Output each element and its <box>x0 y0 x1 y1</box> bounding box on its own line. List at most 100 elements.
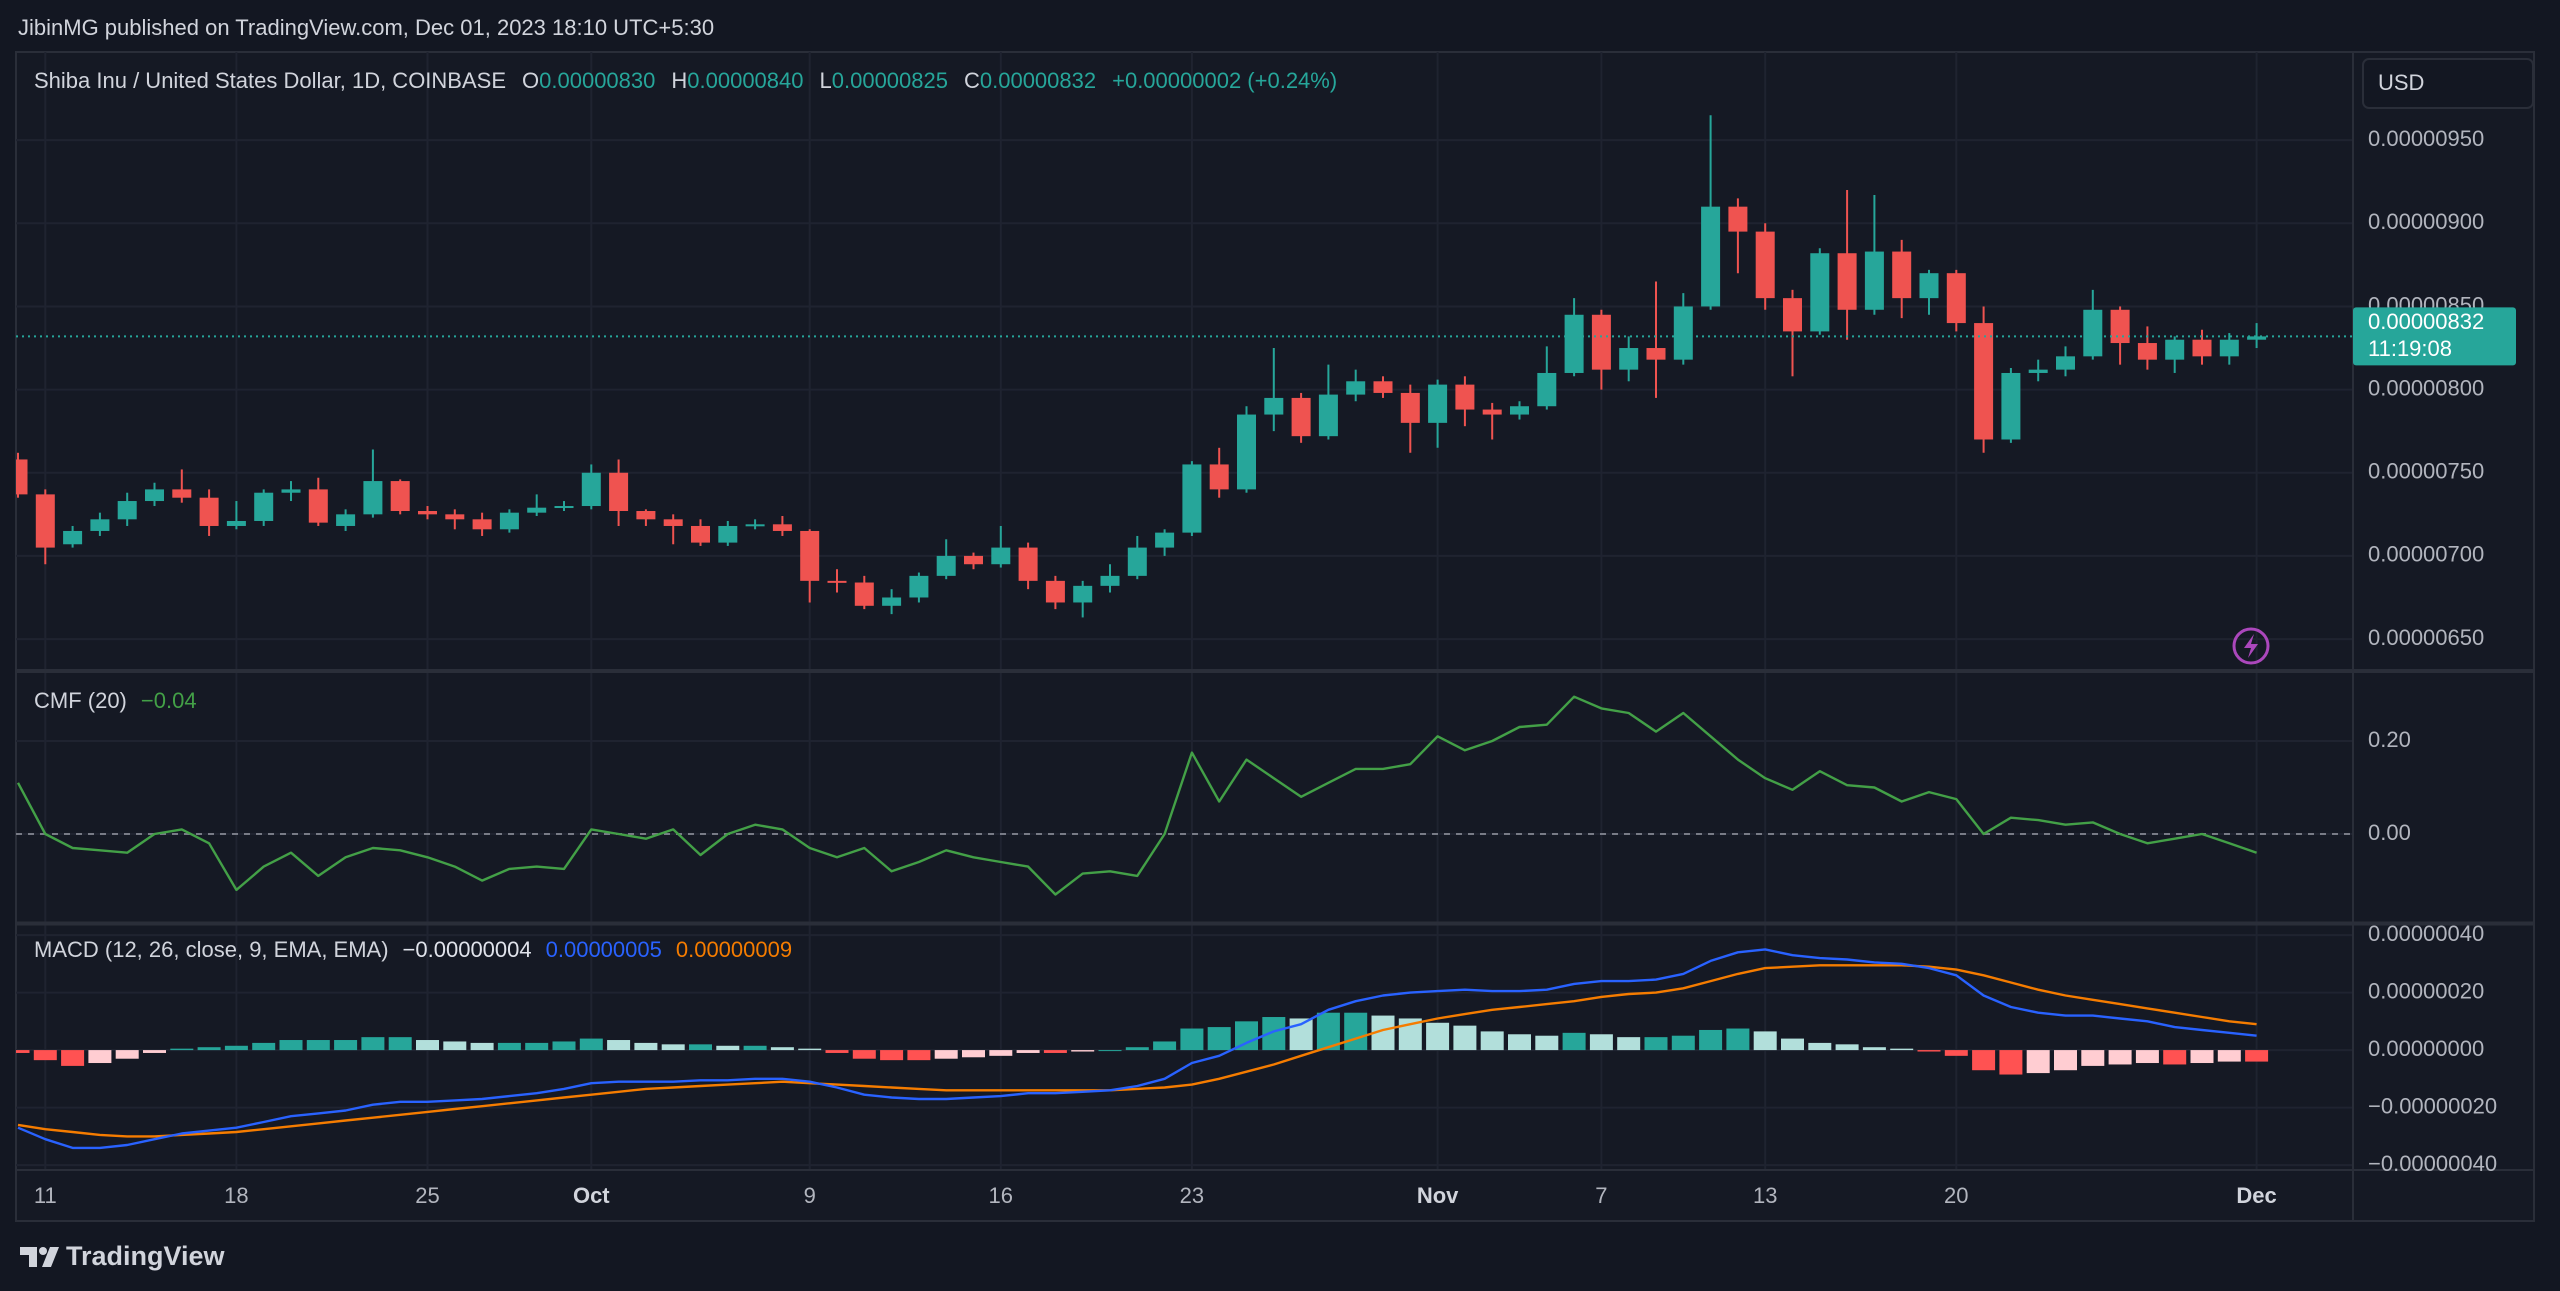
last-price-box <box>2353 307 2516 366</box>
histogram-bar <box>798 1048 822 1051</box>
candle-body <box>445 514 465 520</box>
histogram-bar <box>1890 1048 1914 1051</box>
histogram-bar <box>1262 1017 1286 1051</box>
candle-body <box>2028 369 2048 373</box>
macd-pane <box>16 948 2269 1150</box>
candle-body <box>554 506 574 509</box>
candle-body <box>1237 414 1256 490</box>
logo-t <box>20 1247 37 1267</box>
y-tick-label: −0.00000020 <box>2368 1093 2497 1118</box>
histogram-bar <box>470 1042 494 1051</box>
histogram-bar <box>1535 1035 1559 1051</box>
y-tick-label: 0.00000750 <box>2368 459 2484 484</box>
histogram-bar <box>2163 1050 2187 1065</box>
grid <box>16 52 2353 1170</box>
histogram-bar <box>2135 1050 2159 1064</box>
candle-body <box>1537 372 1557 407</box>
x-tick-label: 20 <box>1944 1183 1968 1208</box>
x-tick-label: 9 <box>804 1183 816 1208</box>
candle-body <box>991 547 1011 565</box>
candle-body <box>1646 348 1666 360</box>
legend-text: 0.00000005 <box>546 937 662 962</box>
legend-text: CMF (20) <box>34 688 127 713</box>
histogram-bar <box>1453 1025 1477 1051</box>
candle-body <box>418 511 437 515</box>
histogram-bar <box>716 1045 740 1051</box>
histogram-bar <box>143 1050 166 1053</box>
histogram-bar <box>16 1050 30 1053</box>
candle-body <box>1400 392 1420 423</box>
y-tick-label: 0.00 <box>2368 820 2411 845</box>
alert-circle[interactable] <box>2232 627 2270 665</box>
histogram-bar <box>1180 1028 1204 1051</box>
histogram-bar <box>1344 1012 1368 1051</box>
candle-body <box>2056 356 2075 370</box>
candle-body <box>390 481 410 512</box>
candle-body <box>1100 575 1120 586</box>
candle-body <box>636 511 656 520</box>
histogram-bar <box>1043 1050 1067 1053</box>
histogram-bar <box>1235 1021 1258 1051</box>
logo-v <box>42 1247 59 1267</box>
candle-body <box>1783 298 1802 332</box>
candle-body <box>1755 231 1775 299</box>
histogram-bar <box>1808 1042 1832 1051</box>
histogram-bar <box>33 1050 57 1061</box>
candle-body <box>1974 323 1994 440</box>
candle-body <box>117 501 137 520</box>
histogram-bar <box>1617 1037 1641 1051</box>
axes: 0.00000650 0.00000700 0.00000750 0.00000800… <box>34 126 2516 1208</box>
candle-body <box>1018 547 1038 581</box>
candle-body <box>691 525 710 543</box>
candle-body <box>1591 314 1611 370</box>
candle-body <box>1127 547 1147 576</box>
histogram-bar <box>852 1050 876 1059</box>
candle-body <box>2192 339 2212 357</box>
histogram-bar <box>334 1040 358 1051</box>
y-tick-label: 0.20 <box>2368 727 2411 752</box>
candle-body <box>1045 580 1065 603</box>
legend-text: 0.00000009 <box>676 937 792 962</box>
candle-body <box>2137 343 2157 360</box>
candle-body <box>1291 397 1311 437</box>
histogram-bar <box>443 1041 467 1051</box>
alert-bolt[interactable] <box>2244 634 2258 658</box>
histogram-bar <box>552 1041 576 1051</box>
candle-body <box>882 597 902 606</box>
candle-body <box>745 524 765 527</box>
histogram-bar <box>1508 1034 1531 1051</box>
currency-label[interactable]: USD <box>2378 70 2424 95</box>
histogram-bar <box>962 1050 985 1058</box>
histogram-bar <box>1480 1031 1504 1051</box>
candle-body <box>336 514 356 526</box>
histogram-bar <box>2108 1050 2132 1065</box>
histogram-bar <box>1016 1050 1040 1053</box>
candle-body <box>581 472 601 507</box>
currency-button[interactable] <box>2362 58 2534 109</box>
candle-body <box>1701 206 1721 307</box>
candle-body <box>1182 464 1202 533</box>
brand-logo <box>20 1247 59 1267</box>
histogram-bar <box>361 1037 385 1051</box>
legend-text: L <box>820 68 832 93</box>
alert-icon[interactable] <box>2232 627 2270 665</box>
candle-body <box>226 520 246 526</box>
last-price-label: 0.00000832 <box>2368 309 2484 334</box>
y-tick-label: 0.00000040 <box>2368 921 2484 946</box>
histogram-bar <box>1153 1041 1177 1051</box>
macd-line <box>17 948 2257 1150</box>
histogram-bar <box>1671 1035 1695 1051</box>
histogram-bar <box>1699 1029 1723 1051</box>
candle-body <box>63 530 83 545</box>
legend-text: −0.00000004 <box>403 937 532 962</box>
histogram-bar <box>1071 1050 1095 1052</box>
candle-body <box>90 519 110 531</box>
candle-body <box>363 481 383 515</box>
candle-body <box>1155 532 1175 548</box>
candle-body <box>2165 339 2185 360</box>
cmf-legend: CMF (20) −0.04 <box>34 688 197 713</box>
histogram-bar <box>170 1048 194 1051</box>
price-legend: Shiba Inu / United States Dollar, 1D, CO… <box>34 68 1337 93</box>
histogram-bar <box>224 1045 248 1051</box>
